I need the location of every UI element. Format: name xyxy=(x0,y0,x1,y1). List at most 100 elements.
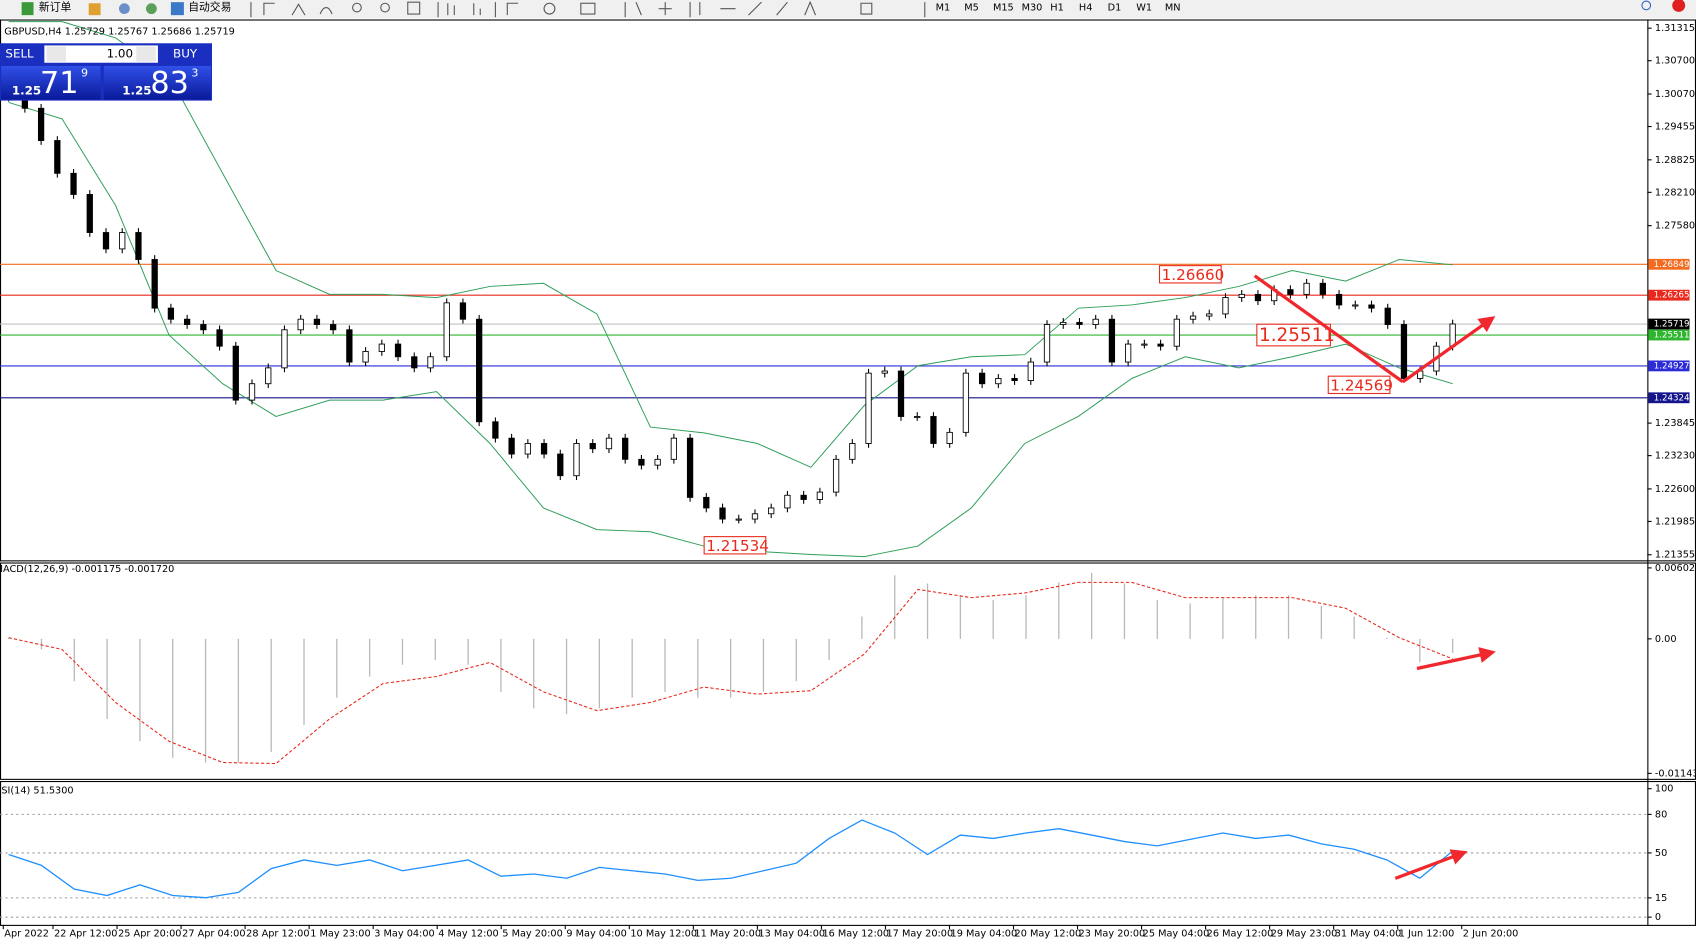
candle xyxy=(54,140,61,174)
candle xyxy=(1319,282,1326,295)
sell-pips: 71 xyxy=(40,66,79,101)
candle xyxy=(557,453,564,477)
candle xyxy=(216,329,223,347)
x-tick-label: 20 May 12:00 xyxy=(1015,929,1082,940)
candle xyxy=(881,370,888,374)
candle xyxy=(978,372,986,385)
candle xyxy=(1076,321,1083,325)
candle xyxy=(330,324,337,331)
y-tick-label: 1.28825 xyxy=(1655,155,1695,166)
x-tick-label: 2 Jun 20:00 xyxy=(1463,929,1519,940)
x-tick-label: 11 May 20:00 xyxy=(694,929,761,940)
candle xyxy=(492,421,499,439)
price-level-tag xyxy=(1648,360,1690,372)
candle xyxy=(897,370,905,417)
candle xyxy=(1108,318,1116,363)
x-tick-label: 10 May 12:00 xyxy=(630,929,697,940)
frame xyxy=(0,19,1696,926)
candle xyxy=(394,343,402,358)
price-annotation-box xyxy=(1158,265,1222,284)
price-level-label: 1.24927 xyxy=(1654,361,1690,371)
auto-trading[interactable]: 自动交易 xyxy=(188,0,231,14)
lots-input[interactable] xyxy=(44,45,158,63)
timeframe-button[interactable]: M5 xyxy=(964,3,979,14)
buy-price-box[interactable] xyxy=(103,65,211,100)
price-level-tag xyxy=(1648,329,1690,341)
candle xyxy=(995,378,1002,385)
y-tick-label: 0.006028 xyxy=(1655,563,1696,574)
lots-down[interactable] xyxy=(46,46,66,62)
bollinger-lower xyxy=(8,101,1453,558)
x-tick-label: 22 Apr 12:00 xyxy=(54,929,117,940)
candle xyxy=(1254,293,1262,302)
price-level-label: 1.26849 xyxy=(1654,260,1690,270)
candle xyxy=(605,437,613,450)
price-annotation-box xyxy=(1327,375,1391,395)
buy-label[interactable]: BUY xyxy=(173,47,198,61)
x-tick-label: 9 May 04:00 xyxy=(566,929,626,940)
sell-button[interactable] xyxy=(1,44,43,64)
y-tick-label: 1.23845 xyxy=(1655,418,1695,429)
new-order[interactable]: 新订单 xyxy=(39,0,72,14)
candle xyxy=(102,232,110,250)
y-tick-label: 1.22600 xyxy=(1655,484,1695,495)
candle xyxy=(378,343,385,352)
candle xyxy=(1027,361,1034,381)
candle xyxy=(1352,304,1359,307)
x-tick-label: 25 Apr 20:00 xyxy=(118,929,181,940)
timeframe-button[interactable]: H4 xyxy=(1079,3,1092,14)
auto-trading-icon[interactable] xyxy=(170,2,184,16)
y-tick-label: 1.30070 xyxy=(1655,89,1695,100)
alert-icon[interactable] xyxy=(1672,0,1686,12)
candle xyxy=(524,443,531,455)
bollinger-upper xyxy=(8,21,1453,468)
timeframe-button[interactable]: M30 xyxy=(1022,3,1043,14)
candle xyxy=(1157,343,1164,347)
candle xyxy=(183,318,191,325)
trend-arrows xyxy=(1253,274,1496,880)
new-order-icon[interactable] xyxy=(21,2,34,16)
lots-up[interactable] xyxy=(136,46,156,62)
candle xyxy=(313,318,321,325)
price-level-tag xyxy=(1648,318,1690,330)
timeframe-button[interactable]: M15 xyxy=(993,3,1014,14)
icon[interactable] xyxy=(146,3,157,15)
x-tick-label: 19 May 04:00 xyxy=(951,929,1018,940)
price-level-label: 1.26265 xyxy=(1654,291,1690,301)
candle xyxy=(703,496,710,509)
x-tick-label: 23 May 20:00 xyxy=(1079,929,1146,940)
timeframe-button[interactable]: W1 xyxy=(1136,3,1152,14)
y-tick-label: 1.31315 xyxy=(1655,23,1695,34)
candle xyxy=(232,345,239,401)
buy-pips: 83 xyxy=(150,66,189,101)
timeframe-button[interactable]: D1 xyxy=(1108,3,1122,14)
candle xyxy=(1189,315,1197,320)
y-tick-label: 100 xyxy=(1655,784,1674,795)
icon[interactable] xyxy=(88,3,101,16)
search-icon[interactable] xyxy=(1641,0,1652,11)
icon[interactable] xyxy=(118,3,130,15)
timeframe-button[interactable]: M1 xyxy=(936,3,951,14)
price-level-tag xyxy=(1648,258,1690,270)
sell-price-box[interactable] xyxy=(1,65,101,100)
sell-label[interactable]: SELL xyxy=(5,47,34,61)
price-annotation: 1.25511 xyxy=(1259,325,1335,346)
timeframe-button[interactable]: H1 xyxy=(1050,3,1063,14)
candle xyxy=(427,356,434,369)
x-tick-label: 16 May 12:00 xyxy=(822,929,889,940)
candle xyxy=(411,356,418,369)
price-level-tag xyxy=(1648,289,1690,301)
macd-signal xyxy=(8,581,1453,765)
candle xyxy=(1335,293,1343,306)
candle xyxy=(816,491,824,500)
timeframe-button[interactable]: MN xyxy=(1165,3,1181,14)
y-tick-label: 1.21355 xyxy=(1655,550,1695,561)
candle xyxy=(751,513,759,520)
toolbar: 新订单 自动交易 M1 M5 M15 M30 H1 H4 D1 W1 MN xyxy=(0,0,1696,19)
candle xyxy=(70,172,77,195)
x-tick-label: 27 Apr 04:00 xyxy=(182,929,245,940)
lots-value[interactable]: 1.00 xyxy=(107,47,133,61)
candle xyxy=(1092,318,1099,325)
candle xyxy=(622,437,629,460)
